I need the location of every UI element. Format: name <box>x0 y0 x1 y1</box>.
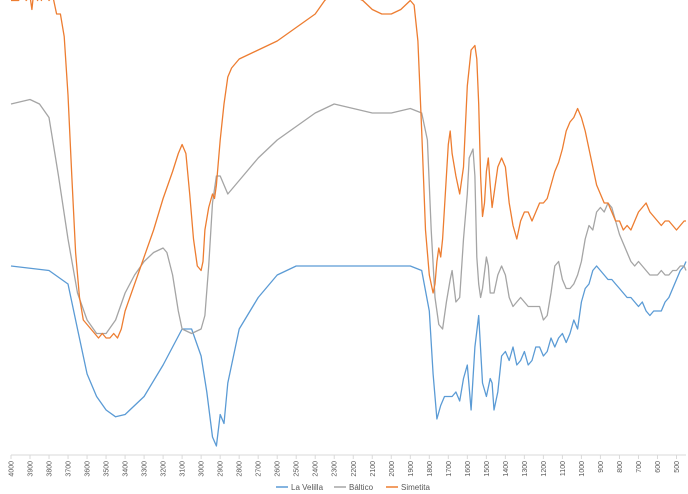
x-tick-label: 4000 <box>9 461 16 477</box>
series-lines <box>10 0 687 447</box>
legend-label-2: Simetita <box>401 483 430 492</box>
x-tick-label: 3100 <box>180 461 187 477</box>
x-tick-label: 3300 <box>142 461 149 477</box>
series-line-0 <box>10 261 687 447</box>
x-tick-label: 1000 <box>579 461 586 477</box>
x-tick-label: 2400 <box>313 461 320 477</box>
x-tick-label: 2900 <box>218 461 225 477</box>
legend-label-0: La Velilla <box>291 483 324 492</box>
x-tick-label: 3000 <box>199 461 206 477</box>
x-tick-label: 800 <box>617 461 624 473</box>
x-tick-label: 2000 <box>389 461 396 477</box>
x-tick-label: 1700 <box>446 461 453 477</box>
x-tick-label: 3800 <box>47 461 54 477</box>
x-tick-label: 3400 <box>123 461 130 477</box>
x-axis-ticks: 4000 3900 3800 3700 3600 3500 3400 3300 3200 3100… <box>9 455 681 477</box>
x-tick-label: 500 <box>674 461 681 473</box>
x-tick-label: 1100 <box>560 461 567 476</box>
series-line-1 <box>10 98 687 335</box>
x-tick-label: 1800 <box>427 461 434 477</box>
x-tick-label: 700 <box>636 461 643 473</box>
x-tick-label: 2800 <box>237 461 244 477</box>
x-tick-label: 2200 <box>351 461 358 477</box>
x-tick-label: 1200 <box>541 461 548 477</box>
x-tick-label: 3600 <box>85 461 92 477</box>
x-tick-label: 3900 <box>28 461 35 477</box>
x-tick-label: 3700 <box>66 461 73 477</box>
x-tick-label: 1400 <box>503 461 510 477</box>
x-tick-label: 2300 <box>332 461 339 477</box>
legend: La Velilla Báltico Simetita <box>276 483 430 492</box>
x-tick-label: 2100 <box>370 461 377 477</box>
x-tick-label: 2700 <box>256 461 263 477</box>
x-tick-label: 1300 <box>522 461 529 477</box>
x-tick-label: 600 <box>655 461 662 473</box>
x-tick-label: 3500 <box>104 461 111 477</box>
x-tick-label: 2600 <box>275 461 282 477</box>
series-line-2 <box>11 0 686 339</box>
x-tick-label: 900 <box>598 461 605 473</box>
x-tick-label: 3200 <box>161 461 168 477</box>
legend-label-1: Báltico <box>349 483 374 492</box>
x-tick-label: 1500 <box>484 461 491 477</box>
x-tick-label: 2500 <box>294 461 301 477</box>
x-tick-label: 1600 <box>465 461 472 477</box>
x-tick-label: 1900 <box>408 461 415 477</box>
